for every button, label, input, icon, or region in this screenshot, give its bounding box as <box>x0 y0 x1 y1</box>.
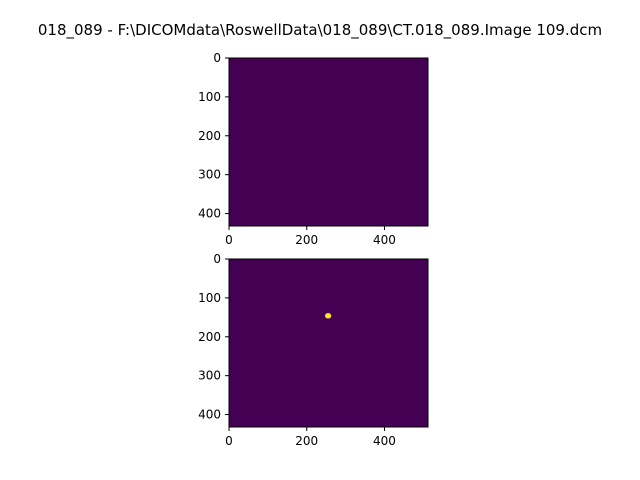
y-tick-label: 200 <box>198 330 221 344</box>
y-tick-label: 0 <box>213 51 221 65</box>
x-tick-label: 0 <box>225 233 233 247</box>
y-tick-label: 200 <box>198 129 221 143</box>
x-tick-label: 400 <box>373 434 396 448</box>
y-tick-label: 0 <box>213 252 221 266</box>
y-tick-label: 400 <box>198 408 221 422</box>
y-tick-label: 100 <box>198 90 221 104</box>
x-tick-label: 400 <box>373 233 396 247</box>
image-background <box>229 259 428 427</box>
y-tick-label: 100 <box>198 291 221 305</box>
image-panel-2: 0 200 400 0 100 200 300 400 <box>198 252 429 448</box>
image-panel-1: 0 200 400 0 100 200 300 400 <box>198 51 429 247</box>
axes-frame <box>228 258 429 428</box>
x-tick-label: 200 <box>295 434 318 448</box>
y-tick-label: 300 <box>198 168 221 182</box>
y-tick-label: 400 <box>198 207 221 221</box>
x-tick-label: 200 <box>295 233 318 247</box>
figure-title: 018_089 - F:\DICOMdata\RoswellData\018_0… <box>37 21 603 39</box>
x-tick-label: 0 <box>225 434 233 448</box>
image-background <box>229 58 428 226</box>
y-tick-label: 300 <box>198 369 221 383</box>
axes-frame <box>228 57 429 227</box>
highlight-blob <box>325 313 332 319</box>
